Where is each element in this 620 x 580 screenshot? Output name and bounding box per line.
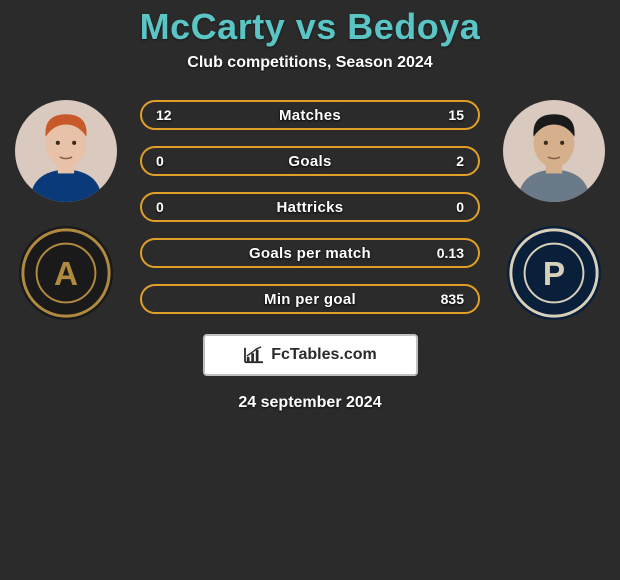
comparison-card: McCarty vs Bedoya Club competitions, Sea… (0, 0, 620, 580)
svg-text:A: A (54, 256, 78, 293)
stat-right-value: 0 (456, 199, 464, 215)
right-player-column: P (496, 100, 612, 322)
stat-right-value: 835 (441, 291, 464, 307)
stat-label: Hattricks (277, 199, 344, 216)
page-title: McCarty vs Bedoya (0, 6, 620, 48)
player-right-avatar (503, 100, 605, 202)
stats-column: 12 Matches 15 0 Goals 2 0 Hattricks 0 Goals per m… (124, 100, 496, 330)
stat-label: Matches (279, 107, 341, 124)
stat-bar: 0 Hattricks 0 (140, 192, 480, 222)
brand-box: FcTables.com (203, 334, 418, 376)
stat-label: Min per goal (264, 291, 356, 308)
stat-bar: Min per goal 835 (140, 284, 480, 314)
stat-right-value: 2 (456, 153, 464, 169)
player-right-club-badge: P (505, 224, 603, 322)
stat-right-value: 15 (448, 107, 464, 123)
chart-icon (243, 346, 265, 364)
main-row: A 12 Matches 15 0 Goals 2 0 Hattricks 0 Goals per… (0, 100, 620, 330)
brand-text: FcTables.com (271, 346, 377, 364)
stat-label: Goals (288, 153, 331, 170)
stat-bar: Goals per match 0.13 (140, 238, 480, 268)
stat-bar: 0 Goals 2 (140, 146, 480, 176)
subtitle: Club competitions, Season 2024 (0, 54, 620, 72)
stat-bar: 12 Matches 15 (140, 100, 480, 130)
stat-left-value: 0 (156, 199, 164, 215)
stat-right-value: 0.13 (437, 245, 464, 261)
stat-left-value: 12 (156, 107, 172, 123)
left-player-column: A (8, 100, 124, 322)
svg-text:P: P (543, 256, 565, 293)
player-left-avatar (15, 100, 117, 202)
date-line: 24 september 2024 (0, 394, 620, 412)
stat-left-value: 0 (156, 153, 164, 169)
stat-label: Goals per match (249, 245, 371, 262)
player-left-club-badge: A (17, 224, 115, 322)
